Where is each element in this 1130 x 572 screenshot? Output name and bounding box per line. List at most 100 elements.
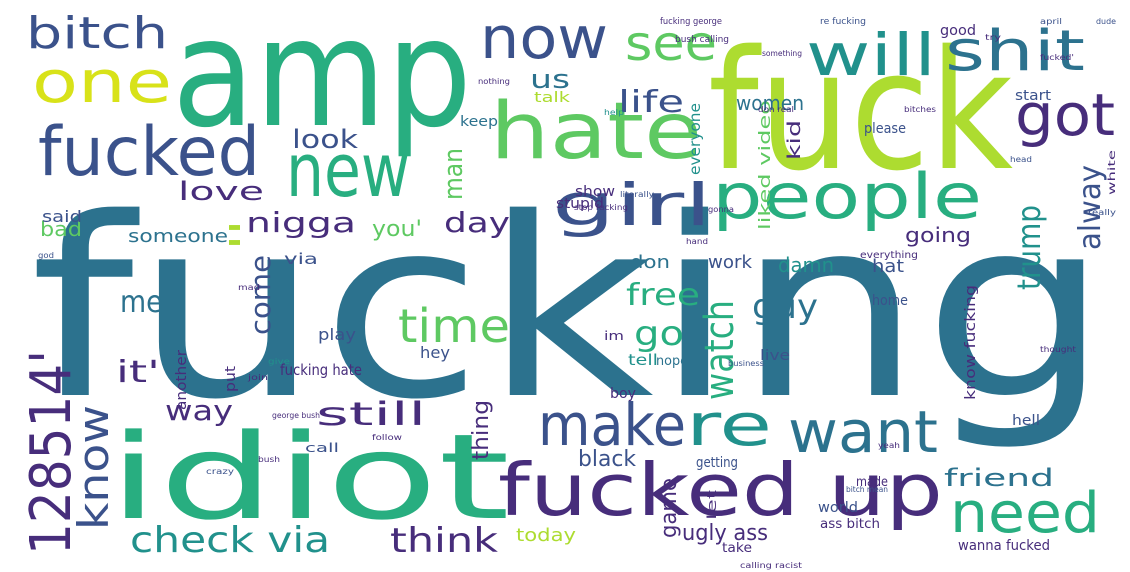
word: take: [722, 541, 752, 556]
word: crazy: [206, 467, 234, 476]
word: fucked up: [498, 448, 943, 532]
word: white: [1107, 150, 1118, 195]
word: fuck: [708, 15, 1013, 207]
word: thought: [1040, 345, 1076, 354]
word: game: [657, 478, 682, 538]
word: ass bitch: [820, 517, 880, 532]
word: head: [1010, 155, 1032, 164]
word: everything: [860, 250, 918, 261]
word: will: [806, 21, 936, 89]
word: talk: [534, 90, 571, 106]
word: still: [316, 395, 426, 433]
word: good: [940, 23, 976, 39]
word: hell: [1012, 413, 1040, 429]
word: fucked: [38, 113, 260, 192]
word: bush calling: [675, 35, 729, 45]
word: bush: [258, 455, 280, 464]
word: go: [634, 314, 684, 354]
word: re: [686, 391, 772, 459]
word: hand: [686, 237, 708, 246]
word: us: [530, 65, 570, 95]
word: literally: [620, 190, 654, 199]
word: need: [950, 481, 1100, 546]
word: black: [578, 447, 636, 472]
word: trump: [1010, 205, 1048, 290]
word: really: [1088, 208, 1116, 217]
word: via: [284, 250, 318, 268]
word: hey: [420, 343, 450, 362]
word: come: [244, 255, 277, 335]
word: new: [286, 128, 410, 214]
word: friend: [944, 464, 1054, 492]
word: made: [856, 475, 888, 490]
word: work: [708, 252, 753, 273]
word: bitches: [904, 105, 936, 114]
word: free: [626, 278, 700, 313]
word: boy: [610, 386, 636, 402]
word: one: [32, 48, 172, 116]
word: show: [575, 184, 615, 200]
word: look: [292, 125, 358, 155]
word: put: [223, 365, 239, 392]
word: women: [736, 91, 804, 115]
word: ugly ass: [682, 521, 768, 546]
word: ll: [228, 220, 244, 250]
word: got: [1015, 81, 1115, 149]
word: something: [762, 49, 802, 58]
word: getting: [696, 455, 738, 471]
word: you': [372, 217, 422, 242]
word: tell: [628, 351, 658, 369]
word: keep: [460, 114, 498, 130]
word: time: [398, 299, 510, 353]
word: nigga: [246, 206, 356, 239]
word: know fucking: [963, 285, 979, 400]
word: love: [178, 177, 264, 207]
word: guy: [752, 287, 818, 327]
word: follow: [372, 433, 403, 442]
word: call: [305, 441, 339, 455]
word: check via: [130, 520, 330, 561]
word: man: [439, 148, 469, 200]
word: let: [705, 489, 719, 520]
word: girl: [552, 171, 712, 239]
word: shit: [945, 19, 1085, 84]
word: want: [788, 398, 938, 466]
word: think: [390, 521, 498, 561]
word: gonna: [708, 205, 734, 214]
word: play: [318, 325, 356, 344]
word: calling racist: [740, 561, 802, 570]
word: watch: [697, 300, 743, 400]
word: don real: [758, 105, 794, 114]
word: thing: [469, 400, 494, 460]
word: fucking hate: [280, 361, 362, 379]
word: world: [818, 500, 858, 516]
word: hate: [490, 87, 702, 177]
word: business: [728, 359, 764, 368]
word: mad: [238, 283, 260, 292]
word: amp: [172, 0, 472, 161]
word: please: [864, 121, 906, 137]
word: another: [174, 350, 190, 410]
word: nothing: [478, 77, 510, 86]
word: fucking george: [660, 17, 722, 27]
word: day: [444, 206, 510, 239]
word: stop fucking: [574, 203, 628, 212]
word: way: [165, 394, 233, 427]
word: re fucking: [820, 17, 866, 27]
word: bitch mean: [846, 485, 888, 494]
word: see: [625, 16, 717, 72]
word: im: [604, 329, 624, 343]
word: give: [268, 357, 290, 366]
word: nope: [656, 354, 688, 369]
word: wanna fucked: [958, 538, 1050, 554]
word: me': [120, 285, 170, 320]
word: help: [604, 108, 624, 117]
word: liked video: [755, 100, 774, 230]
word: yeah: [878, 441, 900, 450]
word: today: [516, 525, 576, 546]
word: someone: [128, 226, 228, 247]
word: it': [116, 355, 160, 390]
word: bitch: [26, 8, 168, 59]
